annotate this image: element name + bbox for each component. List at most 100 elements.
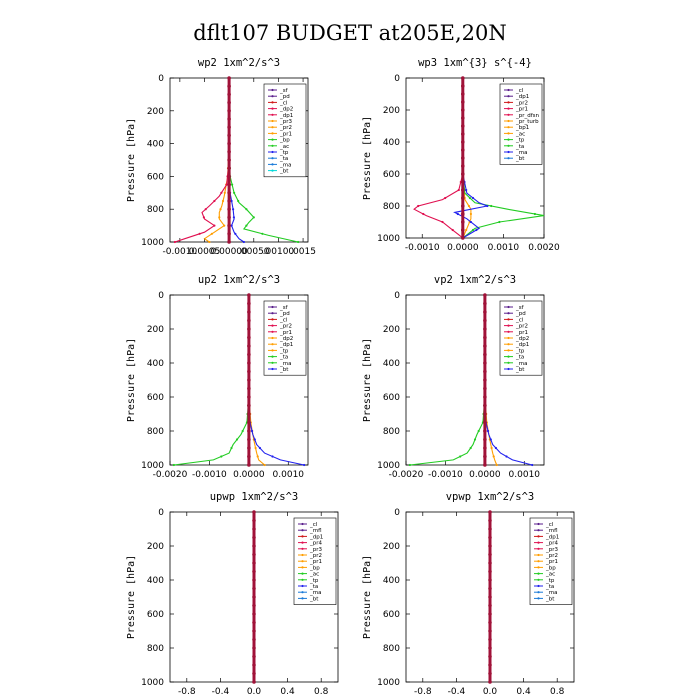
- data-point: [227, 166, 231, 170]
- data-point: [227, 232, 231, 236]
- data-point: [227, 117, 231, 121]
- data-point: [252, 603, 256, 608]
- legend-label: _dp1: [545, 534, 559, 540]
- data-point: [488, 680, 492, 684]
- x-tick-label: 0.0010: [273, 470, 305, 480]
- data-point: [461, 124, 465, 128]
- data-point: [245, 224, 248, 227]
- data-point: [247, 403, 251, 408]
- legend-marker: [507, 157, 510, 160]
- y-tick-label: 600: [147, 172, 164, 182]
- legend-marker: [271, 324, 274, 327]
- y-tick-label: 0: [158, 291, 164, 301]
- data-point: [483, 327, 487, 331]
- data-point: [483, 369, 487, 374]
- y-tick-label: 800: [147, 205, 164, 215]
- data-point: [490, 446, 493, 450]
- data-point: [488, 561, 492, 565]
- data-point: [471, 196, 475, 200]
- legend-marker: [507, 336, 510, 340]
- data-point: [237, 199, 240, 203]
- data-point: [483, 310, 487, 314]
- legend-label: _dp1: [279, 342, 293, 348]
- data-point: [461, 172, 465, 176]
- legend-label: _ac: [515, 131, 525, 137]
- legend-marker: [301, 566, 304, 569]
- data-point: [247, 454, 251, 459]
- legend-marker: [271, 132, 274, 135]
- y-axis-label: Pressure [hPa]: [362, 116, 373, 200]
- data-point: [227, 92, 231, 97]
- data-point: [467, 204, 470, 208]
- legend-marker: [301, 529, 304, 532]
- legend-label: _ma: [279, 162, 291, 168]
- legend-label: _pr2: [515, 100, 528, 106]
- data-point: [247, 369, 251, 374]
- data-point: [247, 420, 251, 425]
- data-point: [488, 671, 492, 676]
- data-point: [441, 220, 444, 224]
- data-point: [245, 208, 248, 211]
- data-point: [252, 629, 256, 633]
- x-tick-label: -0.8: [178, 687, 196, 697]
- data-point: [252, 569, 256, 574]
- data-point: [227, 158, 231, 162]
- legend-marker: [537, 597, 540, 600]
- legend-label: _ac: [545, 572, 555, 578]
- data-point: [227, 133, 231, 138]
- legend-label: _ac: [279, 144, 289, 150]
- data-point: [488, 535, 492, 540]
- panel-title: up2 1xm^2/s^3: [198, 274, 280, 286]
- legend-label: _cl: [515, 317, 524, 323]
- data-point: [252, 680, 256, 684]
- y-tick-label: 400: [383, 138, 400, 148]
- x-tick-label: 0.0020: [528, 243, 560, 253]
- legend-label: _dp1: [515, 342, 529, 348]
- data-point: [231, 183, 234, 186]
- data-point: [498, 220, 501, 224]
- chart-panel-6: vpwp 1xm^2/s^3 Pressure [hPa] 0 200 400 600 80…: [362, 491, 575, 697]
- data-point: [219, 208, 222, 211]
- data-point: [247, 344, 251, 348]
- legend-marker: [271, 367, 274, 371]
- data-point: [252, 646, 256, 650]
- x-tick-label: 0.0: [483, 687, 498, 697]
- y-tick-label: 200: [147, 542, 164, 552]
- y-tick-label: 1000: [377, 678, 400, 688]
- data-point: [253, 438, 256, 441]
- legend-marker: [271, 138, 274, 141]
- legend-label: _mfl: [309, 528, 322, 534]
- data-point: [223, 191, 226, 194]
- data-point: [220, 191, 223, 194]
- x-tick-label: -0.0020: [153, 470, 188, 480]
- data-point: [483, 446, 487, 450]
- data-point: [488, 663, 492, 667]
- data-point: [483, 454, 487, 459]
- data-point: [218, 216, 221, 219]
- legend-label: _tp: [515, 138, 525, 144]
- data-point: [408, 463, 411, 467]
- panel-title: upwp 1xm^2/s^3: [210, 491, 299, 503]
- y-tick-label: 800: [147, 427, 164, 437]
- legend-marker: [271, 312, 274, 315]
- chart-panel-5: upwp 1xm^2/s^3 Pressure [hPa] 0 200 400 600 80…: [126, 491, 339, 697]
- x-tick-label: -0.0010: [405, 243, 440, 253]
- data-point: [461, 108, 465, 112]
- legend-marker: [271, 336, 274, 340]
- y-tick-label: 600: [147, 393, 164, 403]
- legend-label: _ma: [279, 361, 291, 367]
- data-point: [495, 463, 498, 467]
- legend-marker: [301, 578, 304, 581]
- data-point: [461, 212, 465, 216]
- data-point: [252, 637, 256, 642]
- data-point: [461, 196, 465, 200]
- x-tick-label: -0.4: [212, 687, 230, 697]
- data-point: [250, 429, 254, 433]
- legend-label: _tp: [545, 578, 555, 584]
- data-point: [247, 395, 251, 399]
- data-point: [461, 100, 465, 104]
- y-tick-label: 400: [147, 576, 164, 586]
- data-point: [227, 150, 231, 154]
- legend-marker: [271, 88, 274, 92]
- legend-label: _dp1: [309, 534, 323, 540]
